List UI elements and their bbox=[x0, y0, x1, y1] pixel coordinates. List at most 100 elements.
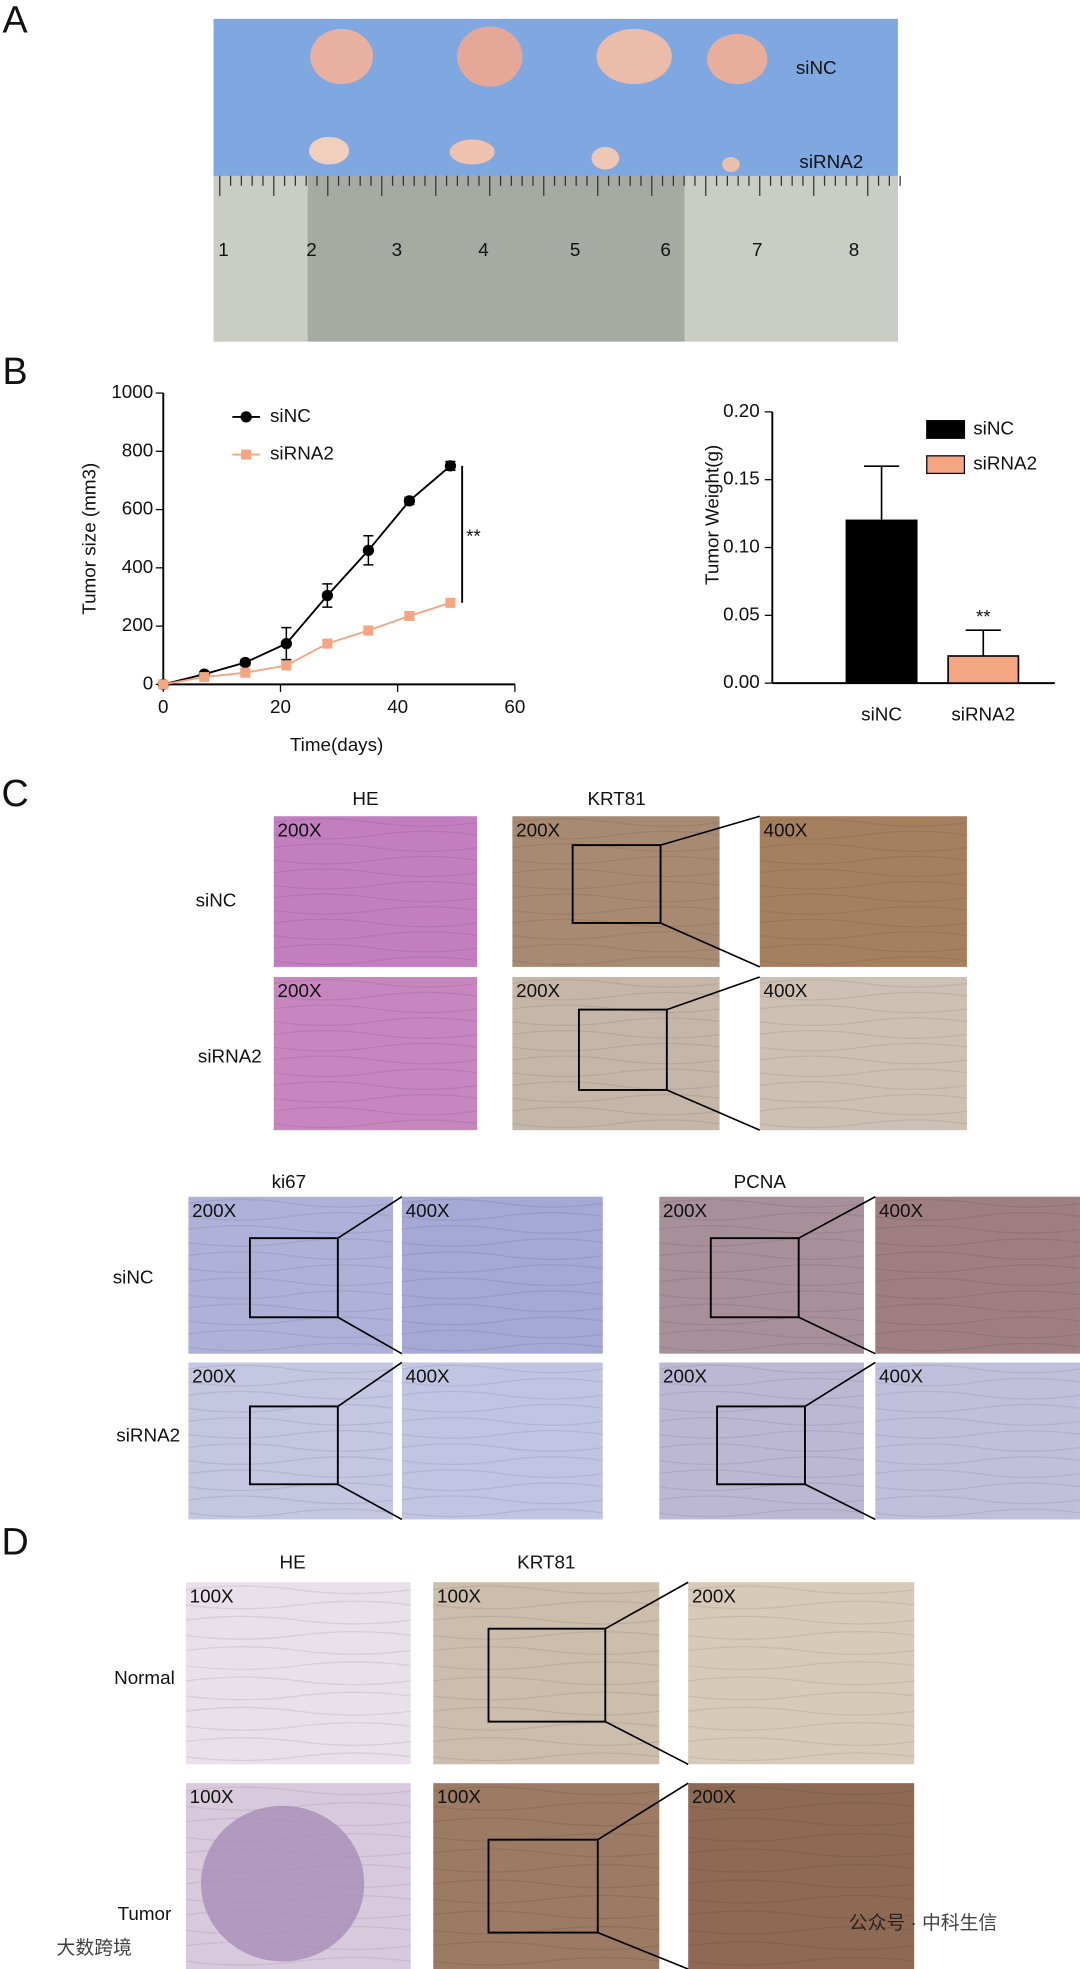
texture bbox=[759, 818, 968, 827]
micrograph bbox=[401, 1362, 603, 1520]
texture bbox=[433, 1786, 660, 1796]
texture bbox=[401, 1403, 603, 1413]
texture bbox=[188, 1508, 394, 1518]
texture bbox=[185, 1691, 411, 1701]
texture bbox=[688, 1894, 915, 1904]
zoom-line bbox=[604, 1720, 689, 1766]
texture bbox=[759, 906, 968, 915]
micrograph bbox=[273, 816, 478, 967]
texture bbox=[188, 1290, 394, 1300]
texture bbox=[433, 1956, 660, 1966]
texture bbox=[185, 1600, 411, 1610]
texture bbox=[875, 1225, 1080, 1234]
legend-label: siNC bbox=[973, 417, 1014, 438]
zoom-line bbox=[337, 1361, 403, 1408]
y-tick-label: 0.00 bbox=[723, 671, 760, 692]
annotation: ** bbox=[976, 606, 991, 627]
tumor bbox=[591, 146, 620, 170]
texture bbox=[688, 1941, 915, 1951]
marker bbox=[445, 597, 456, 608]
texture bbox=[512, 1106, 720, 1116]
texture bbox=[659, 1303, 865, 1313]
marker bbox=[362, 544, 375, 557]
texture bbox=[512, 956, 720, 966]
y-tick-label: 200 bbox=[122, 614, 153, 635]
texture bbox=[188, 1364, 394, 1374]
y-tick-label: 1000 bbox=[111, 381, 153, 402]
texture bbox=[512, 1055, 720, 1065]
texture bbox=[401, 1225, 603, 1234]
tumor-region bbox=[200, 1805, 365, 1962]
texture bbox=[188, 1329, 394, 1339]
marker bbox=[199, 672, 210, 683]
texture bbox=[433, 1661, 660, 1671]
texture bbox=[273, 818, 478, 827]
texture bbox=[512, 818, 720, 827]
legend-swatch bbox=[926, 420, 966, 439]
texture bbox=[433, 1722, 660, 1731]
texture bbox=[512, 1042, 720, 1052]
texture bbox=[759, 931, 968, 940]
magnification: 400X bbox=[406, 1200, 450, 1221]
texture bbox=[759, 1081, 968, 1090]
texture bbox=[433, 1941, 660, 1951]
tumor bbox=[310, 28, 373, 85]
texture bbox=[512, 880, 720, 890]
texture bbox=[273, 1017, 478, 1027]
watermark: 大数跨境 bbox=[57, 1937, 132, 1958]
texture bbox=[273, 991, 478, 1001]
texture bbox=[401, 1469, 603, 1479]
legend-label: siNC bbox=[270, 405, 311, 426]
texture bbox=[401, 1364, 603, 1374]
texture bbox=[875, 1495, 1080, 1505]
texture bbox=[759, 943, 968, 953]
texture bbox=[273, 1106, 478, 1116]
texture bbox=[688, 1585, 915, 1595]
micrograph bbox=[185, 1582, 411, 1765]
texture bbox=[433, 1691, 660, 1701]
marker bbox=[322, 638, 333, 649]
panel-label: C bbox=[1, 772, 28, 814]
texture bbox=[433, 1894, 660, 1904]
texture bbox=[875, 1469, 1080, 1479]
micrograph bbox=[401, 1196, 603, 1354]
texture bbox=[433, 1752, 660, 1762]
texture bbox=[273, 1081, 478, 1090]
texture bbox=[433, 1630, 660, 1640]
texture bbox=[185, 1786, 411, 1796]
texture bbox=[875, 1198, 1080, 1208]
texture bbox=[433, 1737, 660, 1746]
magnification: 200X bbox=[692, 1585, 736, 1606]
texture bbox=[875, 1416, 1080, 1426]
magnification: 100X bbox=[437, 1786, 481, 1807]
texture bbox=[688, 1832, 915, 1842]
texture bbox=[512, 931, 720, 940]
zoom-line bbox=[604, 1581, 689, 1630]
texture bbox=[401, 1238, 603, 1247]
texture bbox=[688, 1737, 915, 1746]
texture bbox=[659, 1482, 865, 1492]
texture bbox=[759, 918, 968, 928]
zoom-box bbox=[487, 1627, 607, 1723]
texture bbox=[759, 956, 968, 966]
bar bbox=[947, 655, 1020, 684]
texture bbox=[401, 1264, 603, 1274]
texture bbox=[759, 830, 968, 840]
texture bbox=[759, 991, 968, 1001]
micrograph bbox=[759, 976, 967, 1131]
texture bbox=[401, 1416, 603, 1426]
row-label: siNC bbox=[196, 890, 237, 911]
texture bbox=[433, 1600, 660, 1610]
texture bbox=[875, 1443, 1080, 1452]
texture bbox=[512, 1081, 720, 1090]
texture bbox=[273, 868, 478, 878]
texture bbox=[512, 978, 720, 988]
texture bbox=[188, 1456, 394, 1465]
y-tick-label: 600 bbox=[122, 498, 153, 519]
ruler-number: 6 bbox=[660, 239, 670, 260]
texture bbox=[401, 1342, 603, 1352]
ruler-number: 4 bbox=[478, 239, 488, 260]
texture bbox=[273, 943, 478, 953]
marker bbox=[240, 667, 251, 678]
texture bbox=[759, 1004, 968, 1014]
